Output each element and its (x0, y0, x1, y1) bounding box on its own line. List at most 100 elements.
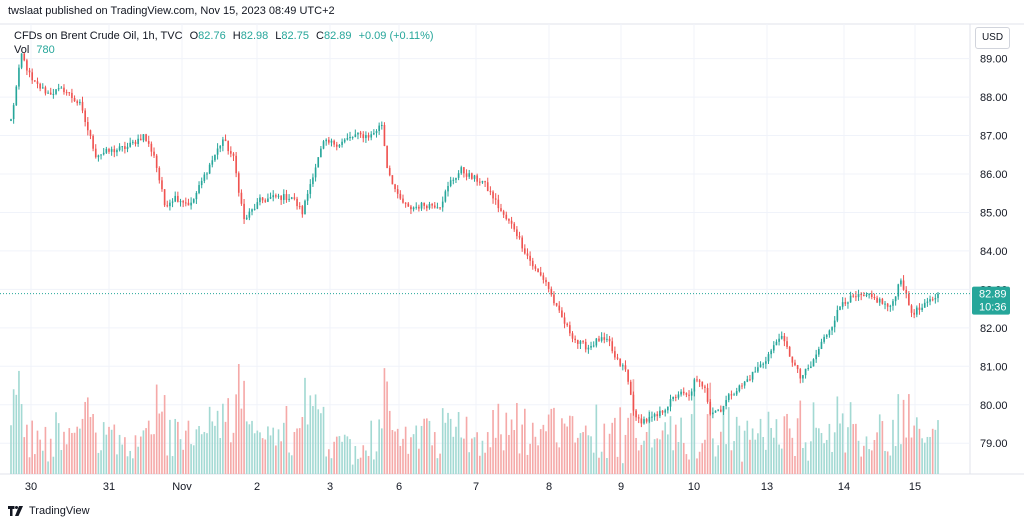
volume-bar (817, 428, 820, 474)
price-chart[interactable]: 89.0088.0087.0086.0085.0084.0083.0082.00… (0, 0, 1024, 500)
volume-bar (102, 422, 105, 474)
candle-body (341, 141, 343, 145)
volume-bar (836, 396, 839, 474)
candle-body (886, 303, 889, 307)
candle-body (415, 206, 418, 208)
volume-bar (841, 413, 844, 474)
change-value: +0.09 (+0.11%) (358, 30, 434, 42)
volume-bar (889, 455, 892, 474)
volume-bar (108, 426, 110, 474)
volume-bar (60, 450, 63, 474)
volume-bar (391, 430, 394, 474)
volume-bar (831, 451, 833, 474)
candle-body (516, 229, 518, 237)
candle-body (277, 195, 280, 197)
volume-bar (383, 368, 386, 474)
volume-bar (783, 416, 786, 474)
volume-bar (280, 441, 282, 474)
symbol-name[interactable]: CFDs on Brent Crude Oil, 1h, TVC (14, 30, 183, 42)
volume-bar (219, 438, 222, 474)
candle-body (65, 92, 68, 94)
candle-body (672, 396, 674, 400)
candle-body (177, 195, 179, 202)
volume-bar (177, 421, 179, 474)
volume-bar (243, 380, 245, 474)
candle-body (349, 136, 351, 139)
candle-body (651, 416, 653, 418)
candle-body (412, 207, 415, 210)
volume-bar (727, 407, 730, 474)
volume-bar (772, 437, 775, 474)
volume-bar (465, 416, 468, 474)
volume-bar (590, 436, 592, 474)
volume-bar (569, 415, 571, 474)
time-tick-label: 15 (909, 481, 921, 493)
volume-bar (166, 455, 169, 474)
volume-bar (584, 425, 587, 474)
open-value: 82.76 (198, 30, 226, 42)
candle-body (682, 391, 685, 394)
volume-bar (235, 394, 237, 474)
volume-bar (653, 439, 656, 474)
candle-body (841, 302, 844, 307)
candle-body (576, 340, 579, 344)
volume-bar (616, 456, 619, 474)
volume-bar (203, 431, 206, 474)
volume-bar (524, 408, 526, 474)
volume-bar (404, 426, 407, 474)
volume-bar (375, 451, 378, 474)
candle-body (730, 394, 733, 396)
time-tick-label: 7 (473, 481, 479, 493)
candle-body (635, 410, 637, 418)
candle-body (206, 173, 208, 175)
candle-body (476, 175, 478, 182)
candle-body (738, 385, 741, 392)
volume-bar (259, 432, 261, 474)
candle-body (182, 201, 184, 203)
volume-bar (802, 447, 804, 474)
candle-body (823, 336, 825, 342)
candle-body (155, 155, 158, 168)
candle-body (105, 148, 108, 153)
volume-bar (79, 428, 81, 474)
volume-bar (351, 464, 354, 474)
candle-body (312, 177, 314, 185)
publish-caption: twslaat published on TradingView.com, No… (8, 5, 335, 17)
candle-body (645, 419, 648, 422)
candle-body (139, 138, 142, 141)
candle-body (632, 394, 635, 411)
candle-body (685, 393, 688, 395)
volume-bar (767, 411, 770, 474)
candle-body (174, 195, 177, 202)
candle-body (325, 139, 328, 142)
volume-bar (823, 443, 825, 474)
candle-body (762, 363, 765, 365)
price-tick-label: 87.00 (980, 131, 1008, 143)
volume-bar (224, 421, 227, 474)
volume-bar (264, 439, 267, 474)
volume-bar (155, 384, 158, 474)
volume-bar (576, 437, 579, 474)
volume-bars (10, 364, 939, 474)
candle-body (574, 338, 576, 341)
currency-button[interactable]: USD (975, 27, 1010, 49)
candle-body (529, 255, 531, 261)
volume-bar (18, 370, 20, 474)
volume-bar (134, 435, 137, 474)
footer-brand[interactable]: TradingView (8, 505, 90, 517)
price-tick-label: 80.00 (980, 400, 1008, 412)
volume-bar (778, 444, 780, 474)
volume-bar (415, 425, 418, 474)
volume-bar (902, 399, 905, 474)
candle-body (616, 357, 619, 359)
candle-body (677, 394, 680, 398)
candle-body (900, 280, 902, 285)
candle-body (71, 92, 73, 99)
candle-body (81, 101, 84, 111)
volume-bar (762, 436, 765, 474)
volume-bar (200, 434, 203, 474)
candle-body (15, 86, 18, 106)
candle-body (208, 164, 211, 174)
candle-body (253, 208, 256, 210)
candle-body (235, 155, 237, 174)
